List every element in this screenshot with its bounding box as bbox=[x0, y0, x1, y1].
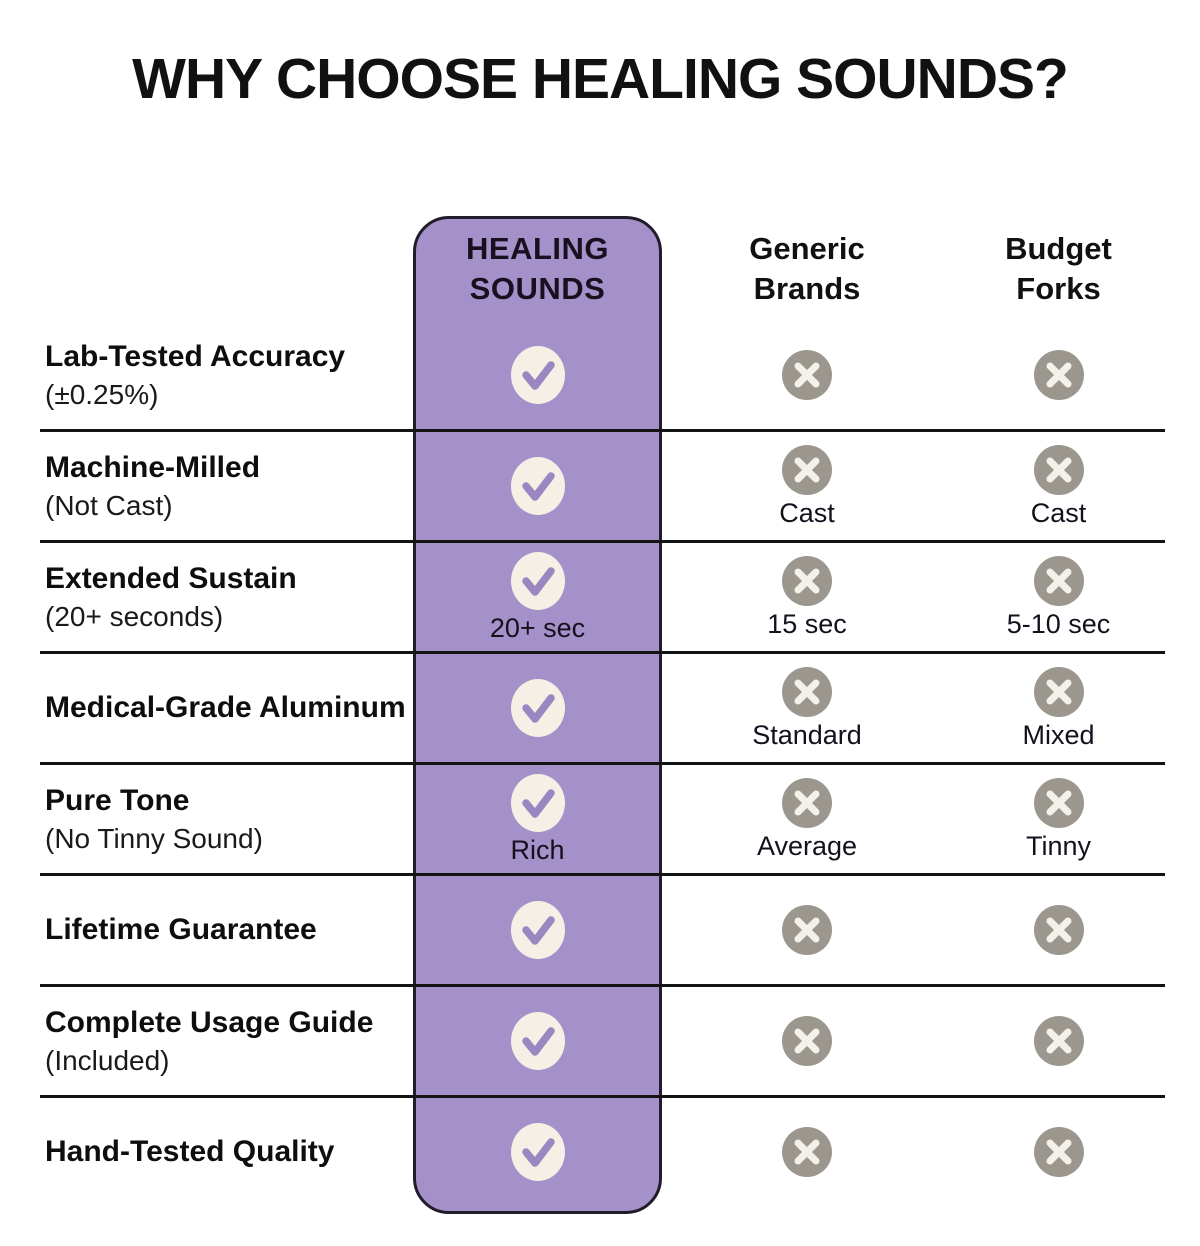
feature-column-header bbox=[40, 216, 413, 321]
feature-label-cell: Medical-Grade Aluminum bbox=[40, 654, 413, 762]
x-icon bbox=[782, 777, 832, 828]
feature-subtitle: (No Tinny Sound) bbox=[45, 823, 263, 855]
feature-label-cell: Pure Tone (No Tinny Sound) bbox=[40, 765, 413, 873]
x-icon bbox=[782, 555, 832, 606]
x-icon bbox=[1033, 905, 1084, 955]
check-icon bbox=[510, 773, 565, 832]
feature-subtitle: (Not Cast) bbox=[45, 490, 173, 522]
table-row: Lab-Tested Accuracy (±0.25%) bbox=[40, 321, 1165, 432]
cell-budget-forks bbox=[952, 321, 1165, 429]
rows-container: Lab-Tested Accuracy (±0.25%) bbox=[40, 321, 1165, 1206]
feature-title: Extended Sustain bbox=[45, 561, 297, 595]
cell-healing-sounds bbox=[413, 432, 662, 540]
table-row: Hand-Tested Quality bbox=[40, 1098, 1165, 1206]
cell-note: Average bbox=[756, 830, 858, 861]
cell-note: Rich bbox=[510, 834, 565, 865]
column-header-healing-sounds: HEALING SOUNDS bbox=[413, 216, 662, 321]
check-icon bbox=[510, 551, 565, 610]
table-row: Medical-Grade Aluminum Standard bbox=[40, 654, 1165, 765]
feature-title: Hand-Tested Quality bbox=[45, 1134, 335, 1168]
table-row: Machine-Milled (Not Cast) Cast bbox=[40, 432, 1165, 543]
x-icon bbox=[1033, 444, 1084, 495]
x-icon bbox=[782, 350, 832, 400]
cell-budget-forks: Mixed bbox=[952, 654, 1165, 762]
check-icon bbox=[510, 346, 565, 404]
cell-generic-brands: 15 sec bbox=[662, 543, 952, 651]
cell-note: Standard bbox=[752, 719, 862, 750]
feature-title: Lab-Tested Accuracy bbox=[45, 339, 346, 373]
header-row: HEALING SOUNDS Generic Brands Budget For… bbox=[40, 216, 1165, 321]
table-row: Extended Sustain (20+ seconds) 20+ sec bbox=[40, 543, 1165, 654]
cell-healing-sounds bbox=[413, 654, 662, 762]
cell-generic-brands: Cast bbox=[662, 432, 952, 540]
cell-generic-brands: Average bbox=[662, 765, 952, 873]
cell-note: Mixed bbox=[1022, 719, 1095, 750]
check-icon bbox=[510, 1123, 565, 1181]
feature-title: Pure Tone bbox=[45, 783, 190, 817]
cell-note: 5-10 sec bbox=[1006, 608, 1111, 639]
feature-label-cell: Lab-Tested Accuracy (±0.25%) bbox=[40, 321, 413, 429]
cell-note: 15 sec bbox=[767, 608, 847, 639]
feature-subtitle: (±0.25%) bbox=[45, 379, 159, 411]
feature-label-cell: Lifetime Guarantee bbox=[40, 876, 413, 984]
cell-budget-forks: Cast bbox=[952, 432, 1165, 540]
cell-healing-sounds bbox=[413, 876, 662, 984]
feature-subtitle: (Included) bbox=[45, 1045, 170, 1077]
cell-healing-sounds bbox=[413, 987, 662, 1095]
column-header-label: Generic Brands bbox=[749, 230, 865, 306]
x-icon bbox=[1033, 1127, 1084, 1177]
cell-generic-brands bbox=[662, 987, 952, 1095]
feature-label-cell: Complete Usage Guide (Included) bbox=[40, 987, 413, 1095]
cell-healing-sounds bbox=[413, 1098, 662, 1206]
cell-generic-brands bbox=[662, 1098, 952, 1206]
cell-generic-brands bbox=[662, 876, 952, 984]
cell-budget-forks bbox=[952, 987, 1165, 1095]
check-icon bbox=[510, 679, 565, 737]
feature-title: Machine-Milled bbox=[45, 450, 261, 484]
cell-healing-sounds: Rich bbox=[413, 765, 662, 873]
column-header-label: HEALING SOUNDS bbox=[466, 230, 609, 306]
feature-subtitle: (20+ seconds) bbox=[45, 601, 224, 633]
x-icon bbox=[1033, 555, 1084, 606]
feature-label-cell: Machine-Milled (Not Cast) bbox=[40, 432, 413, 540]
check-icon bbox=[510, 1012, 565, 1070]
cell-note: Cast bbox=[779, 497, 835, 528]
cell-budget-forks bbox=[952, 876, 1165, 984]
check-icon bbox=[510, 457, 565, 515]
column-header-generic-brands: Generic Brands bbox=[662, 216, 952, 321]
cell-budget-forks bbox=[952, 1098, 1165, 1206]
cell-note: Tinny bbox=[1025, 830, 1092, 861]
cell-note: 20+ sec bbox=[489, 612, 586, 643]
x-icon bbox=[1033, 350, 1084, 400]
cell-budget-forks: 5-10 sec bbox=[952, 543, 1165, 651]
check-icon bbox=[510, 901, 565, 959]
cell-generic-brands bbox=[662, 321, 952, 429]
x-icon bbox=[782, 1016, 832, 1066]
x-icon bbox=[782, 666, 832, 717]
cell-generic-brands: Standard bbox=[662, 654, 952, 762]
cell-budget-forks: Tinny bbox=[952, 765, 1165, 873]
feature-label-cell: Hand-Tested Quality bbox=[40, 1098, 413, 1206]
column-header-budget-forks: Budget Forks bbox=[952, 216, 1165, 321]
table-row: Lifetime Guarantee bbox=[40, 876, 1165, 987]
x-icon bbox=[782, 905, 832, 955]
feature-title: Medical-Grade Aluminum bbox=[45, 690, 406, 724]
feature-label-cell: Extended Sustain (20+ seconds) bbox=[40, 543, 413, 651]
cell-note: Cast bbox=[1030, 497, 1087, 528]
x-icon bbox=[1033, 777, 1084, 828]
x-icon bbox=[1033, 666, 1084, 717]
column-header-label: Budget Forks bbox=[1005, 230, 1112, 306]
x-icon bbox=[782, 444, 832, 495]
feature-title: Lifetime Guarantee bbox=[45, 912, 317, 946]
table-row: Complete Usage Guide (Included) bbox=[40, 987, 1165, 1098]
feature-title: Complete Usage Guide bbox=[45, 1005, 374, 1039]
x-icon bbox=[782, 1127, 832, 1177]
x-icon bbox=[1033, 1016, 1084, 1066]
page-title: WHY CHOOSE HEALING SOUNDS? bbox=[132, 47, 1069, 111]
cell-healing-sounds: 20+ sec bbox=[413, 543, 662, 651]
table-row: Pure Tone (No Tinny Sound) Rich Av bbox=[40, 765, 1165, 876]
comparison-table: HEALING SOUNDS Generic Brands Budget For… bbox=[40, 216, 1165, 1214]
cell-healing-sounds bbox=[413, 321, 662, 429]
